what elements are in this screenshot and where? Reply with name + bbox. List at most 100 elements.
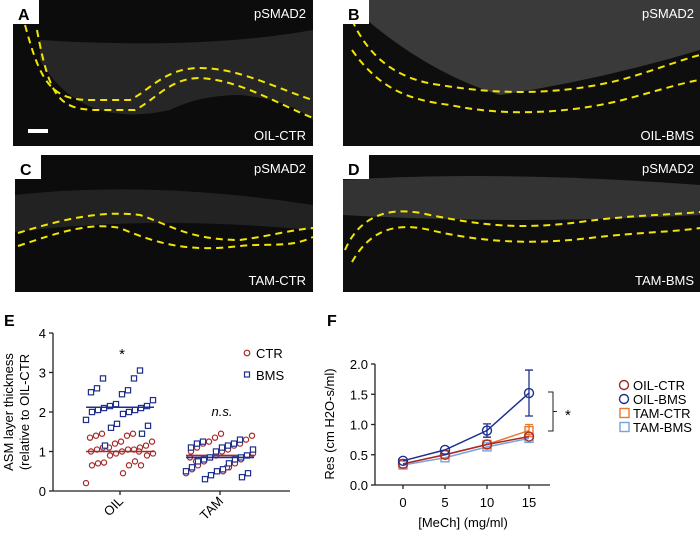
data-point-ctr [205, 438, 213, 445]
data-point-oil-ctr [481, 439, 493, 450]
chart-f: F Res (cm H2O-s/ml) [MeCh] (mg/ml) 0.0 0.… [322, 313, 692, 530]
data-point-bms [118, 391, 126, 398]
x-tick-label: TAM [197, 494, 226, 523]
legend-marker-oil-ctr [618, 379, 630, 391]
x-tick-label: OIL [101, 494, 126, 519]
data-point-ctr [98, 430, 106, 437]
y-tick-label: 1.5 [350, 387, 368, 402]
panel-letter: C [20, 162, 32, 179]
data-point-bms [125, 408, 133, 416]
data-point-bms [244, 470, 252, 477]
data-point-bms [107, 424, 115, 432]
data-point-oil-bms [439, 444, 451, 456]
stain-label: pSMAD2 [642, 161, 694, 176]
data-point-ctr [131, 458, 139, 465]
micrograph-panel-c: C pSMAD2 TAM-CTR [15, 155, 314, 292]
data-point-ctr [248, 432, 256, 439]
data-point-ctr [86, 434, 94, 441]
data-point-ctr [142, 442, 150, 449]
y-tick-label: 1.0 [350, 418, 368, 433]
data-point-bms [213, 468, 221, 475]
data-point-ctr [123, 432, 131, 439]
y-tick-label: 1 [39, 445, 46, 460]
data-point-ctr [217, 430, 225, 437]
data-point-ctr [143, 452, 151, 459]
data-point-bms [224, 442, 232, 449]
condition-label: OIL-BMS [641, 128, 695, 143]
data-point-bms [182, 468, 190, 475]
legend-label-oil-bms: OIL-BMS [633, 392, 687, 407]
data-point-oil-bms [397, 455, 409, 466]
data-point-bms [87, 389, 95, 396]
significance-star: * [565, 407, 571, 424]
x-tick-label: 5 [441, 495, 448, 510]
data-point-oil-bms [523, 387, 535, 399]
y-tick-label: 2.0 [350, 357, 368, 372]
data-point-bms [94, 406, 102, 414]
y-tick-label: 0.5 [350, 448, 368, 463]
legend-marker-tam-bms [619, 421, 630, 433]
data-point-ctr [88, 462, 96, 469]
data-point-bms [131, 406, 139, 414]
y-tick-label: 3 [39, 366, 46, 381]
data-point-bms [124, 387, 132, 394]
data-point-bms [99, 375, 107, 382]
data-point-bms [236, 436, 244, 443]
error-bar-oil-bms [525, 369, 533, 417]
data-point-ctr [125, 462, 133, 469]
stain-label: pSMAD2 [254, 161, 306, 176]
data-point-ctr [106, 452, 114, 459]
scale-bar [28, 129, 48, 133]
condition-label: OIL-CTR [254, 128, 306, 143]
legend-label-tam-ctr: TAM-CTR [633, 406, 691, 421]
y-tick-label: 0.0 [350, 478, 368, 493]
panel-letter: B [348, 7, 360, 24]
data-point-bms [249, 446, 257, 453]
micrograph-panel-b: B pSMAD2 OIL-BMS [343, 0, 700, 146]
data-point-bms [113, 420, 121, 428]
condition-label: TAM-BMS [635, 273, 694, 288]
data-point-bms [201, 475, 209, 483]
legend-label-ctr: CTR [256, 346, 283, 361]
data-point-ctr [100, 459, 108, 466]
data-point-bms [230, 440, 238, 447]
data-point-bms [93, 385, 101, 392]
data-point-bms [136, 367, 144, 374]
x-tick-label: 10 [480, 495, 494, 510]
data-point-ctr [117, 438, 125, 445]
micrograph-panel-a: A pSMAD2 OIL-CTR [13, 0, 314, 146]
y-axis-label-line1: ASM layer thickness [1, 353, 16, 471]
data-point-ctr [148, 438, 156, 445]
y-tick-label: 4 [39, 326, 46, 341]
data-point-bms [106, 402, 114, 410]
data-point-oil-ctr [397, 458, 409, 470]
data-point-bms [143, 402, 151, 410]
series-line-oil-ctr [402, 435, 530, 465]
significance-bracket [548, 391, 557, 432]
y-axis-label-line2: (relative to OIL-CTR [17, 354, 32, 470]
data-point-bms [193, 440, 201, 447]
data-point-bms [187, 444, 195, 451]
x-tick-label: 0 [399, 495, 406, 510]
data-point-ctr [211, 434, 219, 441]
x-tick-label: 15 [522, 495, 536, 510]
stain-label: pSMAD2 [254, 6, 306, 21]
data-point-bms [194, 458, 202, 465]
data-point-bms [101, 442, 109, 449]
data-point-ctr [82, 479, 90, 487]
data-point-bms [144, 422, 152, 430]
series-line-tam-ctr [402, 429, 530, 465]
data-point-ctr [242, 436, 250, 443]
data-point-bms [225, 460, 233, 467]
legend-marker-oil-bms [618, 393, 630, 405]
data-point-ctr [129, 430, 137, 437]
legend-marker-bms [243, 371, 251, 378]
data-point-oil-ctr [523, 431, 535, 442]
data-point-tam-ctr [524, 425, 534, 436]
panel-letter: D [348, 162, 360, 179]
legend-marker-tam-ctr [619, 407, 630, 419]
condition-label: TAM-CTR [248, 273, 306, 288]
data-point-bms [138, 430, 146, 437]
data-point-bms [188, 464, 196, 471]
data-point-bms [112, 400, 120, 408]
